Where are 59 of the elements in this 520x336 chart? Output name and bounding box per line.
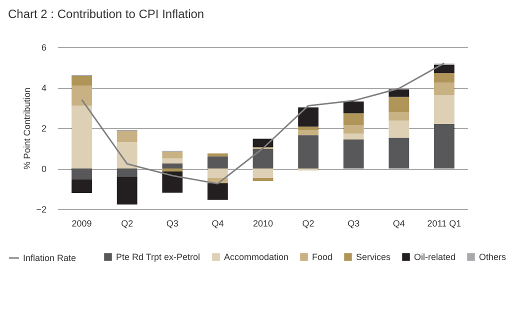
bar (434, 95, 454, 124)
bar (434, 73, 454, 83)
bar (208, 156, 228, 168)
bar (116, 131, 138, 142)
x-tick-label: Q2 (302, 218, 314, 228)
bar (343, 101, 364, 114)
legend-label: Pte Rd Trpt ex-Petrol (116, 252, 200, 262)
bar (343, 124, 364, 134)
bar (162, 152, 183, 158)
bar (298, 135, 318, 168)
x-tick-label: Q4 (212, 218, 224, 228)
bar (116, 142, 138, 168)
x-tick-label: Q4 (392, 218, 405, 228)
x-tick-label: 2009 (72, 218, 92, 228)
bar (388, 120, 410, 138)
legend-label: Others (479, 252, 507, 262)
bar (343, 133, 364, 140)
bar (162, 168, 183, 172)
bar (388, 112, 410, 121)
bar (434, 82, 454, 96)
legend-label: Food (312, 252, 333, 262)
bar (72, 76, 92, 86)
bar (298, 126, 318, 130)
legend-label: Services (356, 252, 392, 262)
bar (162, 158, 183, 164)
y-tick-label: 0 (41, 164, 46, 174)
bar (72, 106, 92, 168)
bar (298, 130, 318, 136)
line-series (81, 62, 445, 184)
bar (343, 113, 364, 125)
bar (208, 153, 228, 156)
y-tick-label: −2 (36, 204, 46, 214)
x-tick-label: 2011 Q1 (427, 218, 462, 228)
y-tick-label: 4 (41, 83, 46, 93)
x-tick-label: Q3 (348, 218, 360, 228)
bar (388, 96, 410, 112)
bar (162, 172, 183, 193)
bar (208, 183, 228, 200)
legend-label: Oil-related (414, 252, 456, 262)
x-tick-label: Q2 (121, 218, 134, 228)
x-tick-label: Q3 (166, 218, 178, 228)
bar (162, 163, 183, 168)
bar (72, 179, 92, 194)
bar (252, 178, 274, 182)
legend-label: Accommodation (224, 252, 289, 262)
bar (252, 168, 274, 178)
bar (388, 89, 410, 97)
bar (72, 85, 92, 106)
bar (252, 148, 274, 168)
bar (298, 107, 318, 127)
y-axis-title: % Point Contribution (22, 87, 32, 170)
y-tick-label: 2 (41, 124, 46, 134)
chart-title: Chart 2 : Contribution to CPI Inflation (8, 7, 204, 21)
legend-label: Inflation Rate (23, 253, 76, 263)
bar (208, 168, 228, 178)
x-tick-label: 2010 (252, 218, 274, 228)
y-tick-label: 6 (41, 42, 46, 52)
bar (116, 176, 138, 205)
bar (434, 65, 454, 74)
